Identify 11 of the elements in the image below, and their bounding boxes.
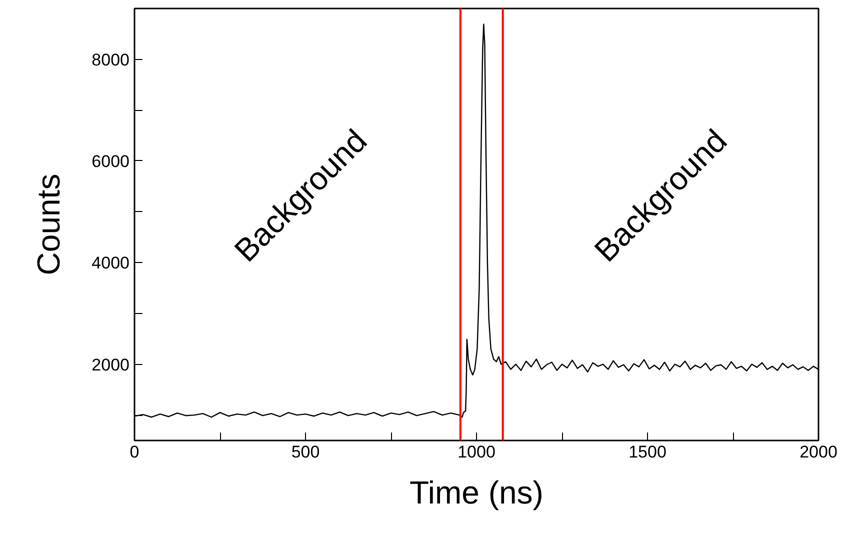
x-tick-label: 2000 <box>800 442 838 462</box>
y-tick-label: 4000 <box>92 254 130 273</box>
y-axis-title: Counts <box>30 174 67 276</box>
y-tick-label: 2000 <box>92 355 130 374</box>
x-tick-label: 1000 <box>458 442 496 462</box>
x-tick-label: 500 <box>291 442 320 462</box>
x-tick-label: 1500 <box>628 442 666 462</box>
x-axis-title: Time (ns) <box>410 474 544 510</box>
y-tick-label: 6000 <box>92 152 130 171</box>
y-tick-label: 8000 <box>92 50 130 70</box>
x-tick-label: 0 <box>130 442 140 462</box>
